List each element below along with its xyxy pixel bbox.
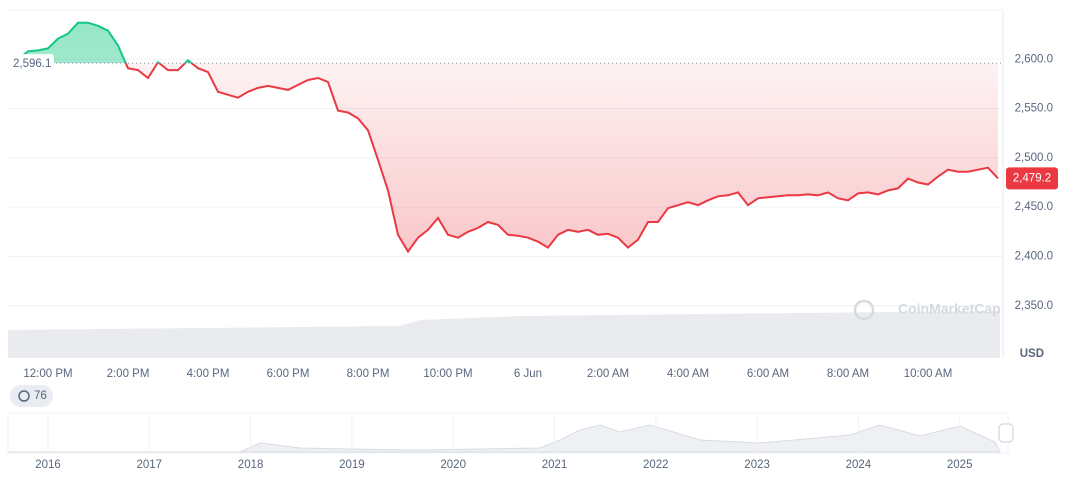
price-label: 2,479.2	[1013, 172, 1051, 184]
navigator-year: 2024	[846, 459, 872, 471]
x-tick-label: 12:00 PM	[23, 368, 72, 380]
badge-text: 76	[34, 390, 47, 402]
x-tick-label: 6:00 PM	[267, 368, 310, 380]
x-tick-label: 8:00 AM	[827, 368, 869, 380]
y-tick-label: 2,350.0	[1015, 300, 1053, 312]
y-tick-label: 2,400.0	[1015, 250, 1053, 262]
x-tick-label: 2:00 PM	[107, 368, 150, 380]
navigator-year: 2023	[744, 459, 770, 471]
navigator-year: 2025	[947, 459, 973, 471]
y-tick-label: 2,550.0	[1015, 103, 1053, 115]
y-tick-label: 2,600.0	[1015, 53, 1053, 65]
x-tick-label: 10:00 PM	[423, 368, 472, 380]
x-tick-label: 4:00 PM	[187, 368, 230, 380]
x-tick-label: 6:00 AM	[747, 368, 789, 380]
x-tick-label: 10:00 AM	[904, 368, 953, 380]
navigator-year: 2022	[643, 459, 669, 471]
x-tick-label: 8:00 PM	[347, 368, 390, 380]
x-tick-label: 4:00 AM	[667, 368, 709, 380]
navigator-year: 2020	[440, 459, 466, 471]
y-tick-label: 2,450.0	[1015, 201, 1053, 213]
badge[interactable]	[10, 385, 53, 407]
navigator-year: 2021	[542, 459, 568, 471]
watermark: CoinMarketCap	[898, 301, 1001, 317]
area-above	[8, 22, 998, 64]
badge-icon	[18, 390, 30, 402]
navigator-handle[interactable]	[998, 423, 1014, 443]
baseline-label: 2,596.1	[13, 58, 51, 70]
y-unit: USD	[1020, 348, 1044, 360]
navigator-year: 2019	[339, 459, 365, 471]
x-tick-label: 6 Jun	[514, 368, 542, 380]
volume-area	[8, 311, 1000, 358]
x-tick-label: 2:00 AM	[587, 368, 629, 380]
watermark-logo	[853, 299, 875, 321]
y-tick-label: 2,500.0	[1015, 152, 1053, 164]
line-below	[8, 63, 999, 254]
navigator-year: 2017	[137, 459, 163, 471]
navigator-year: 2018	[238, 459, 264, 471]
price-label-box	[1006, 167, 1058, 190]
area-below	[125, 63, 998, 252]
navigator-area	[8, 424, 1001, 453]
baseline-label-box	[2, 54, 54, 73]
navigator-year: 2016	[35, 459, 61, 471]
